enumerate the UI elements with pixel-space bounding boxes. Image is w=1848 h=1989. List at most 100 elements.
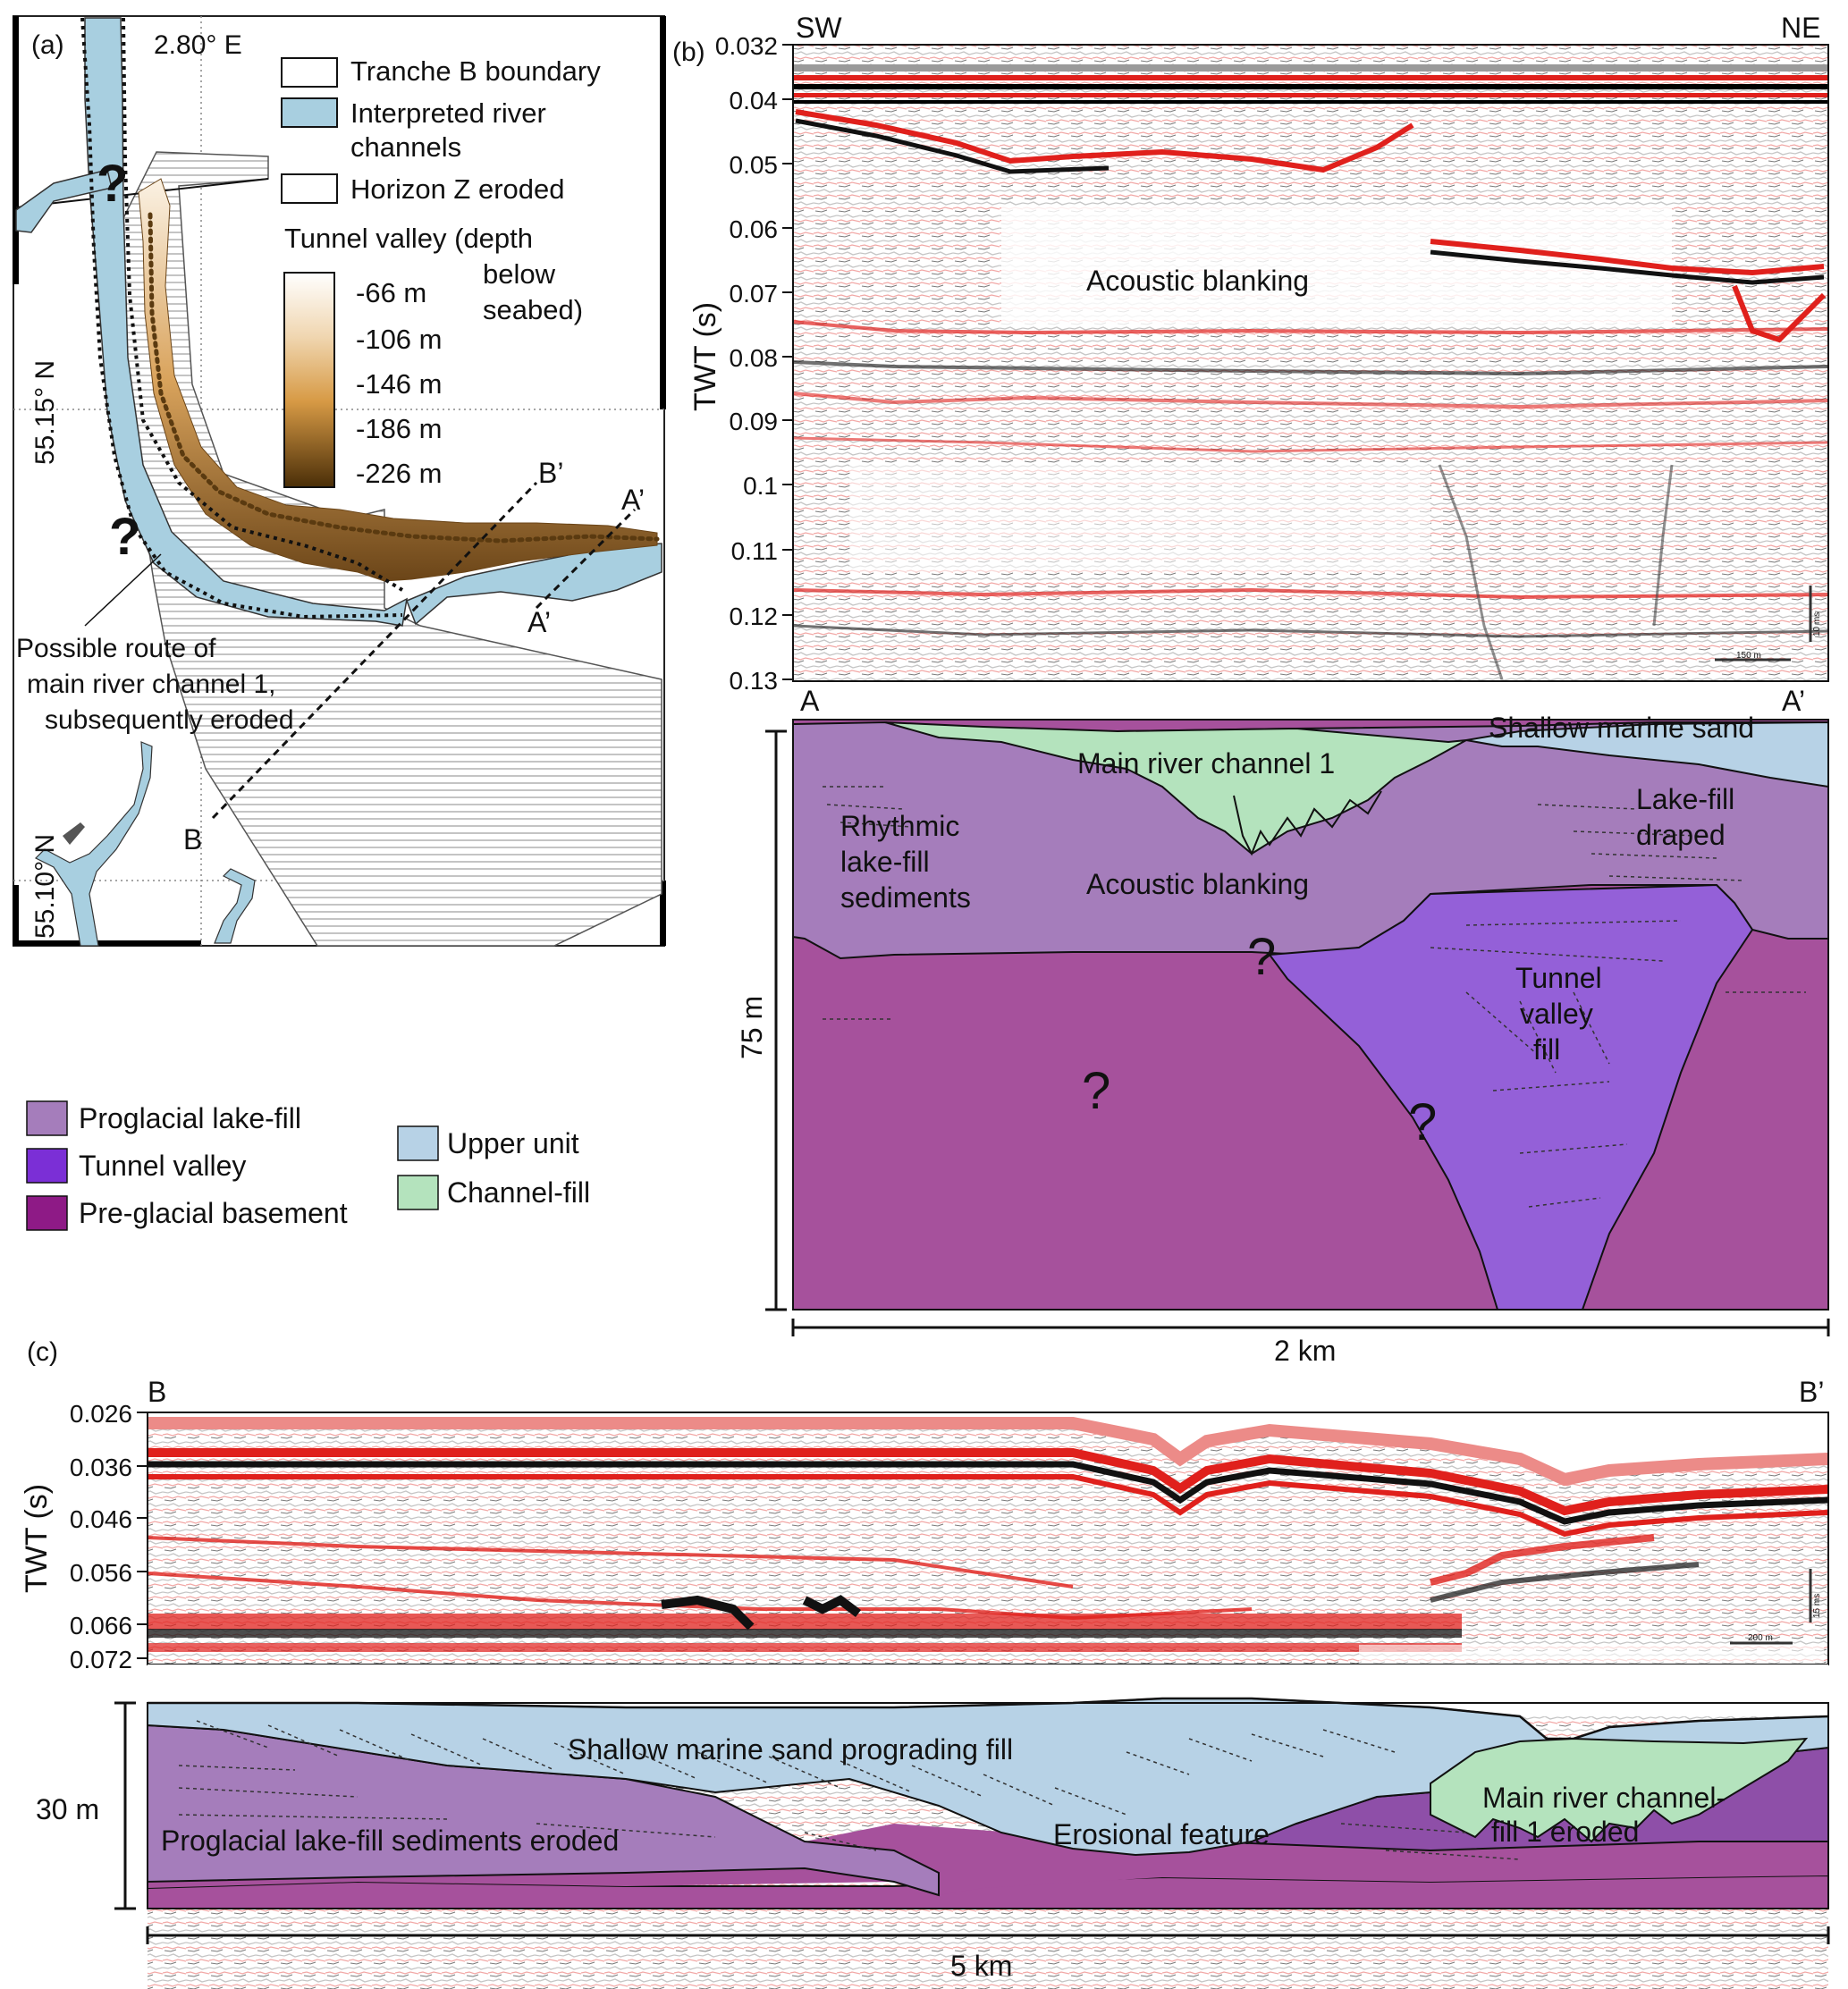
- route-leader-line: [84, 553, 162, 627]
- reflector-mid-4: [793, 436, 1828, 453]
- legend-depth-4: -186 m: [356, 413, 442, 444]
- panel-a-label-bg: [25, 25, 74, 61]
- tick-label: 0.09: [730, 408, 779, 435]
- reflector-seabed-red-2: [794, 93, 1827, 97]
- point-b-c: B: [148, 1376, 166, 1408]
- tick-label: 0.07: [730, 280, 779, 308]
- direction-sw: SW: [796, 12, 842, 44]
- tick-label: 0.1: [743, 472, 778, 500]
- latitude-label-1: 55.15° N: [30, 360, 60, 465]
- reflector-seabed-c-red-2: [148, 1474, 1829, 1538]
- map-edge-bar: [13, 16, 19, 284]
- river-channel-south-small: [214, 868, 256, 944]
- panel-b-label: (b): [672, 38, 705, 67]
- question-mark-b3: ?: [1408, 1093, 1437, 1151]
- horizontal-scale-label-c: 5 km: [950, 1950, 1012, 1982]
- tick-label: 0.032: [715, 32, 778, 60]
- label-rhythmic-1: Rhythmic: [840, 810, 959, 842]
- legend-basement: Pre-glacial basement: [79, 1197, 348, 1229]
- upper-unit-b: [1465, 721, 1829, 788]
- label-lake-fill-draped-2: draped: [1636, 819, 1726, 851]
- axis-ticks-b: 0.032 0.04 0.05 0.06 0.07 0.08 0.09 0.1 …: [715, 32, 793, 695]
- reflector-c-4: [1430, 1562, 1700, 1603]
- point-b-prime: B’: [538, 457, 563, 489]
- vertical-scale-label-b: 75 m: [736, 996, 768, 1059]
- question-mark-north: ?: [97, 155, 128, 213]
- reflector-mid-1: [793, 320, 1828, 335]
- section-line-a: [535, 508, 637, 610]
- point-a-prime: A’: [527, 606, 551, 638]
- panel-c-interpretation: Shallow marine sand prograding fill Prog…: [36, 1697, 1830, 1982]
- question-mark-south: ?: [109, 508, 140, 566]
- horizontal-scale-label-b: 2 km: [1274, 1335, 1336, 1367]
- tick-label: 0.04: [730, 87, 779, 114]
- tick-label: 0.066: [70, 1612, 132, 1639]
- map-legend: Tranche B boundary Interpreted river cha…: [281, 55, 601, 489]
- map-edge-bar: [660, 16, 666, 409]
- tick-label: 0.05: [730, 151, 779, 179]
- seismic-scale-v-label: 10 ms: [1812, 612, 1822, 636]
- legend-upper: Upper unit: [447, 1127, 579, 1159]
- channel-base-serrated: [1233, 790, 1382, 856]
- river-dark-patch: [63, 822, 85, 845]
- reflector-tunnel-edge: [1438, 464, 1504, 680]
- twt-axis-label-b: TWT (s): [688, 302, 722, 411]
- longitude-label: 2.80° E: [154, 30, 242, 60]
- legend-swatch-horizon: [281, 173, 338, 204]
- reflector-dipping-black: [795, 118, 1110, 174]
- reflector-mid-2: [793, 360, 1828, 376]
- section-line-b: [211, 481, 538, 820]
- tick-label: 0.12: [730, 603, 779, 630]
- legend-swatch-tranche: [281, 57, 338, 88]
- legend-proglacial: Proglacial lake-fill: [79, 1102, 301, 1134]
- label-acoustic-blanking-b: Acoustic blanking: [1086, 868, 1309, 900]
- tick-label: 0.06: [730, 215, 779, 243]
- route-label-line-1: Possible route of: [16, 634, 216, 663]
- legend-swatch-tunnel: [26, 1148, 68, 1184]
- lamination-dashes-b: [823, 786, 1806, 1208]
- legend-swatch-river: [281, 97, 338, 128]
- tick-label: 0.072: [70, 1646, 132, 1673]
- twt-axis-label-c: TWT (s): [20, 1484, 54, 1593]
- possible-route-outline-west: [80, 17, 403, 619]
- reflector-c-deep-red-2: [148, 1643, 1462, 1652]
- seismic-scale-h-label-c: 200 m: [1748, 1633, 1773, 1643]
- reflector-seabed-c-halo: [148, 1417, 1829, 1487]
- river-channel-west: [15, 169, 113, 233]
- label-tunnel-1: Tunnel: [1515, 962, 1602, 994]
- reflector-mid-3: [793, 392, 1828, 409]
- reflector-seabed-gray: [794, 64, 1827, 72]
- tick-label: 0.11: [731, 537, 778, 565]
- label-shallow-marine-b: Shallow marine sand: [1489, 712, 1754, 744]
- route-label-line-3: subsequently eroded: [45, 705, 294, 735]
- map-edge-bar: [13, 885, 19, 946]
- possible-route-outline-east: [122, 17, 404, 592]
- blanking-zone-lower: [849, 465, 1430, 572]
- lamination-dashes-c: [178, 1720, 1521, 1860]
- label-tunnel-2: valley: [1520, 998, 1593, 1030]
- tick-label: 0.046: [70, 1505, 132, 1533]
- panel-c-label: (c): [27, 1337, 58, 1367]
- legend-river-label-2: channels: [350, 131, 461, 163]
- direction-ne: NE: [1781, 12, 1820, 44]
- reflector-east-red: [1430, 239, 1825, 276]
- reflector-seabed-black: [794, 84, 1827, 89]
- question-mark-b1: ?: [1247, 928, 1276, 986]
- reflector-c-block: [661, 1595, 755, 1631]
- legend-depth-3: -146 m: [356, 368, 442, 400]
- unit-legend: Proglacial lake-fill Tunnel valley Pre-g…: [26, 1100, 590, 1231]
- reflector-east-black: [1430, 249, 1825, 285]
- reflector-seabed-c-black: [148, 1461, 1829, 1525]
- legend-depth-5: -226 m: [356, 458, 442, 489]
- reflector-seabed-black-2: [794, 100, 1827, 104]
- tick-label: 0.026: [70, 1400, 132, 1428]
- reflector-deep-2: [793, 624, 1828, 638]
- legend-swatch-basement: [26, 1195, 68, 1231]
- legend-tunnel-title-2: below: [483, 258, 556, 290]
- river-channel-south: [34, 741, 153, 947]
- label-shallow-prograding-c: Shallow marine sand prograding fill: [568, 1733, 1013, 1766]
- legend-depth-colorbar: [283, 272, 335, 488]
- label-proglacial-eroded-c: Proglacial lake-fill sediments eroded: [161, 1825, 619, 1857]
- legend-tranche-label: Tranche B boundary: [350, 55, 601, 87]
- river-channel-main: [84, 17, 408, 627]
